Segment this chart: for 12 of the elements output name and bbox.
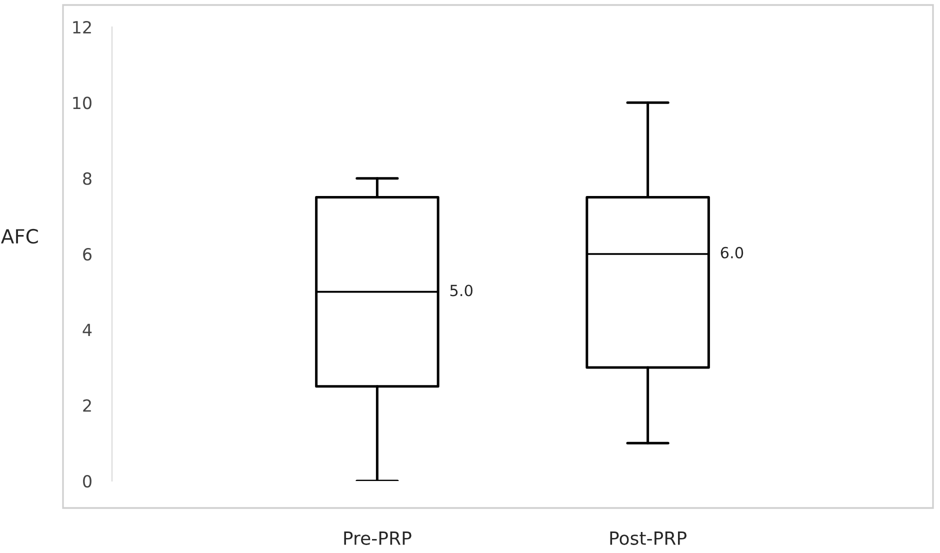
annotation: 6.0 [720, 246, 744, 258]
x-tick-label: Post-PRP [610, 532, 686, 545]
y-tick-label: 6 [83, 248, 92, 261]
y-tick-label: 10 [73, 96, 92, 110]
annotation: 5.0 [450, 284, 472, 296]
y-tick-label: 2 [83, 399, 91, 412]
y-tick-label: 12 [73, 20, 91, 34]
y-axis-title: AFC [1, 228, 38, 244]
y-tick-label: 4 [82, 324, 92, 336]
y-tick-label: 0 [83, 474, 92, 488]
x-tick-label: Pre-PRP [344, 532, 412, 545]
y-tick-label: 8 [83, 172, 92, 185]
